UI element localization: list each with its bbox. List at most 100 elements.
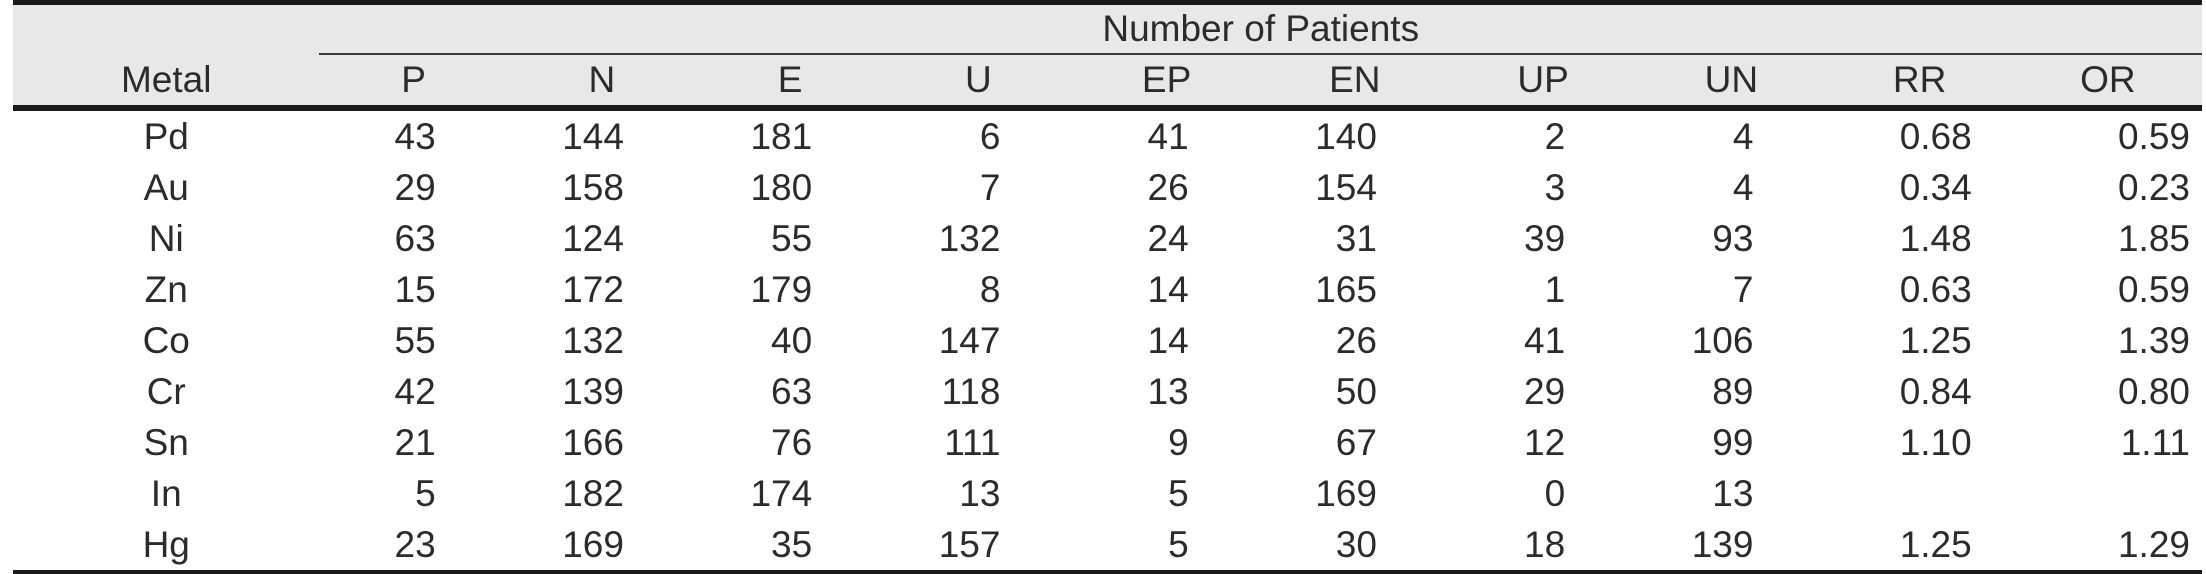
value-cell: 21 (394, 421, 436, 463)
table-row-zn: Zn 15 172 179 8 14 165 1 7 0.63 0.59 (13, 264, 2202, 315)
value-cell: 4 (1732, 115, 1754, 157)
value-cell: 29 (394, 166, 436, 208)
metal-cell: Sn (143, 421, 189, 463)
value-cell: 31 (1335, 217, 1377, 259)
value-cell: 15 (394, 268, 436, 310)
column-header-e: E (695, 54, 885, 111)
value-cell: 8 (979, 268, 1001, 310)
value-cell: 1.29 (2117, 523, 2190, 565)
value-cell: 40 (771, 319, 813, 361)
value-cell: 93 (1712, 217, 1754, 259)
value-cell: 132 (938, 217, 1001, 259)
value-cell: 30 (1335, 523, 1377, 565)
value-cell: 0.23 (2117, 166, 2190, 208)
table-row-cr: Cr 42 139 63 118 13 50 29 89 0.84 0.80 (13, 366, 2202, 417)
value-cell: 4 (1732, 166, 1754, 208)
column-header-n: N (507, 54, 696, 111)
value-cell: 180 (750, 166, 813, 208)
value-cell: 158 (562, 166, 624, 208)
metal-header-spacer (13, 2, 320, 54)
value-cell: 2 (1544, 115, 1566, 157)
table-row-ni: Ni 63 124 55 132 24 31 39 93 1.48 1.85 (13, 213, 2202, 264)
column-header-rr: RR (1825, 54, 2014, 111)
value-cell: 76 (771, 421, 813, 463)
value-cell: 13 (959, 472, 1001, 514)
value-cell: 1.11 (2120, 421, 2190, 463)
value-cell: 3 (1544, 166, 1566, 208)
value-cell: 26 (1335, 319, 1377, 361)
value-cell: 169 (562, 523, 624, 565)
value-cell: 7 (1732, 268, 1754, 310)
value-cell: 0 (1544, 472, 1566, 514)
value-cell: 174 (750, 472, 813, 514)
value-cell: 165 (1315, 268, 1377, 310)
value-cell: 43 (394, 115, 436, 157)
value-cell: 55 (771, 217, 813, 259)
value-cell: 0.63 (1899, 268, 1972, 310)
value-cell: 89 (1712, 370, 1754, 412)
value-cell: 124 (562, 217, 624, 259)
value-cell: 0.80 (2117, 370, 2190, 412)
table-body: Pd 43 144 181 6 41 140 2 4 0.68 0.59 Au … (13, 108, 2202, 573)
table-row-co: Co 55 132 40 147 14 26 41 106 1.25 1.39 (13, 315, 2202, 366)
value-cell: 166 (562, 421, 624, 463)
value-cell: 14 (1147, 268, 1189, 310)
metal-cell: Zn (144, 268, 188, 310)
value-cell: 179 (750, 268, 813, 310)
metal-cell: Ni (148, 217, 184, 259)
column-header-un: UN (1637, 54, 1826, 111)
span-header-row: Number of Patients (13, 2, 2202, 55)
value-cell: 181 (750, 115, 813, 157)
value-cell: 169 (1315, 472, 1377, 514)
table-row-pd: Pd 43 144 181 6 41 140 2 4 0.68 0.59 (13, 108, 2202, 162)
metal-cell: Hg (142, 523, 190, 565)
value-cell: 42 (394, 370, 436, 412)
value-cell: 157 (938, 523, 1001, 565)
value-cell: 55 (394, 319, 436, 361)
value-cell: 0.68 (1899, 115, 1972, 157)
value-cell: 26 (1147, 166, 1189, 208)
column-header-ep: EP (1072, 54, 1261, 111)
value-cell: 139 (1691, 523, 1754, 565)
value-cell: 50 (1335, 370, 1377, 412)
value-cell: 13 (1147, 370, 1189, 412)
table-row-sn: Sn 21 166 76 111 9 67 12 99 1.10 1.11 (13, 417, 2202, 468)
table-header: Number of Patients Metal P N E U EP EN U… (13, 2, 2202, 111)
value-cell: 41 (1147, 115, 1189, 157)
column-header-u: U (884, 54, 1073, 111)
value-cell: 0.59 (2117, 115, 2190, 157)
value-cell: 154 (1315, 166, 1377, 208)
value-cell: 106 (1691, 319, 1754, 361)
value-cell: 23 (394, 523, 436, 565)
value-cell: 5 (1168, 523, 1189, 565)
value-cell: 1.25 (1899, 523, 1972, 565)
value-cell: 118 (941, 370, 1001, 412)
value-cell: 1.39 (2117, 319, 2190, 361)
value-cell-empty (2014, 468, 2202, 519)
metal-cell: Pd (143, 115, 189, 157)
metal-cell: In (150, 472, 182, 514)
metal-cell: Cr (146, 370, 186, 412)
value-cell: 111 (944, 421, 1001, 463)
value-cell: 24 (1147, 217, 1189, 259)
value-cell: 67 (1335, 421, 1377, 463)
value-cell: 7 (979, 166, 1001, 208)
metal-patients-table: Number of Patients Metal P N E U EP EN U… (13, 0, 2202, 574)
column-header-row: Metal P N E U EP EN UP UN RR OR (13, 54, 2202, 111)
value-cell: 1 (1544, 268, 1566, 310)
span-header-number-of-patients: Number of Patients (319, 2, 2202, 55)
value-cell-empty (1825, 468, 2013, 519)
value-cell: 39 (1524, 217, 1566, 259)
value-cell: 63 (771, 370, 813, 412)
table-row-hg: Hg 23 169 35 157 5 30 18 139 1.25 1.29 (13, 519, 2202, 573)
value-cell: 9 (1168, 421, 1189, 463)
column-header-en: EN (1260, 54, 1449, 111)
value-cell: 13 (1712, 472, 1754, 514)
value-cell: 0.84 (1899, 370, 1972, 412)
value-cell: 140 (1315, 115, 1377, 157)
value-cell: 144 (562, 115, 624, 157)
column-header-or: OR (2013, 54, 2202, 111)
value-cell: 172 (562, 268, 624, 310)
value-cell: 99 (1712, 421, 1754, 463)
